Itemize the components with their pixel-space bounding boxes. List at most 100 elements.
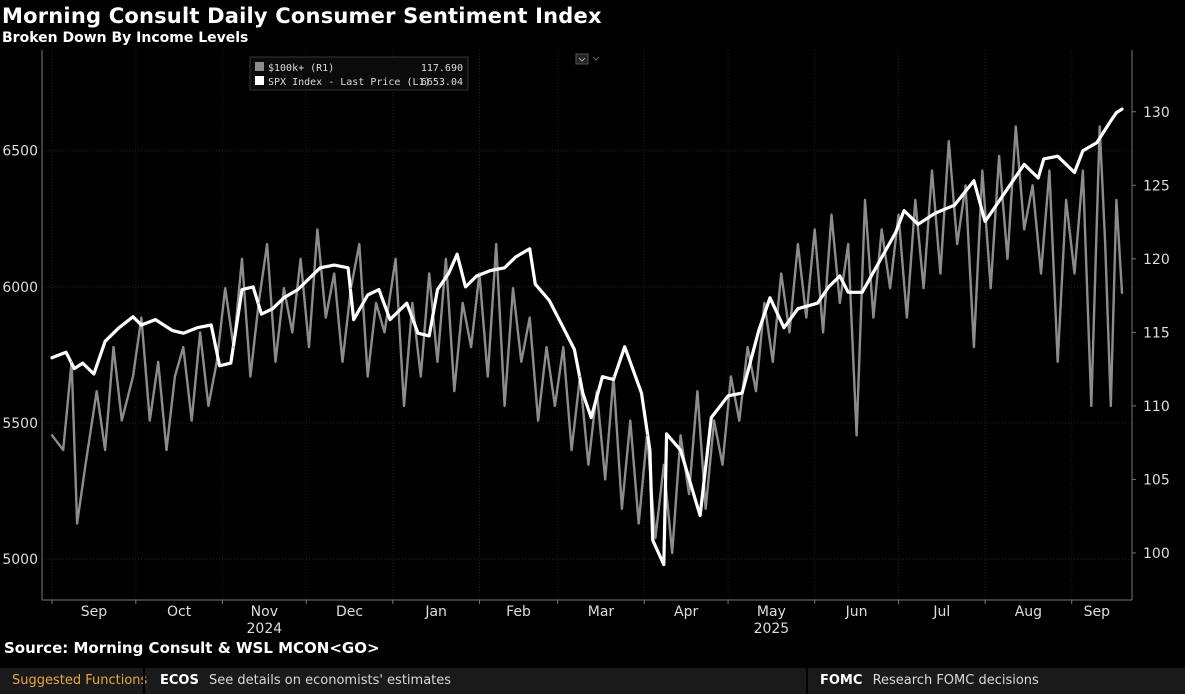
income-100k-data-point (84, 463, 87, 466)
income-100k-data-point (232, 346, 235, 348)
bottom-function-bar: Suggested Functions ECOS See details on … (0, 668, 1185, 694)
spx-data-point (953, 204, 956, 206)
spx-data-point (297, 288, 299, 291)
income-100k-data-point (411, 302, 414, 304)
spx-data-point (218, 365, 221, 367)
spx-data-point (347, 267, 349, 269)
income-100k-data-point (897, 213, 900, 216)
income-100k-data-point (822, 331, 824, 334)
spx-data-point (640, 392, 643, 394)
spx-data-point (741, 392, 743, 394)
x-month-label: Mar (588, 604, 615, 620)
income-100k-data-point (981, 169, 984, 172)
spx-data-point (1023, 163, 1025, 166)
spx-data-point (973, 179, 975, 182)
series-points (51, 108, 1123, 566)
income-100k-data-point (76, 522, 78, 525)
spx-data-point (995, 204, 998, 206)
legend-swatch-gray (255, 62, 264, 71)
spx-data-point (1073, 171, 1076, 174)
spx-data-point (612, 378, 615, 381)
x-month-label: Feb (506, 604, 531, 620)
spx-data-point (878, 261, 880, 264)
income-100k-data-point (989, 287, 992, 290)
spx-data-point (797, 307, 799, 310)
spx-data-point (230, 362, 232, 364)
y-left-tick-label: 5000 (2, 552, 38, 568)
y-right-tick-label: 115 (1143, 325, 1170, 341)
income-100k-data-point (104, 449, 106, 451)
income-100k-data-point (350, 287, 352, 290)
income-100k-data-point (839, 302, 841, 304)
income-100k-data-point (864, 199, 866, 201)
function-item-fomc[interactable]: FOMC Research FOMC decisions (820, 668, 1039, 694)
x-month-label: Aug (1015, 604, 1042, 620)
income-100k-data-point (797, 243, 799, 245)
income-100k-data-point (199, 331, 201, 334)
income-100k-data-point (973, 346, 975, 348)
suggested-functions-label[interactable]: Suggested Functions (12, 673, 148, 688)
income-100k-data-point (495, 243, 498, 245)
spx-data-point (816, 302, 819, 305)
function-code-ecos: ECOS (160, 673, 199, 688)
income-100k-data-point (964, 184, 967, 187)
spx-data-point (623, 346, 626, 348)
income-100k-data-point (587, 463, 590, 466)
spx-data-point (1037, 177, 1039, 179)
x-month-label: Apr (674, 604, 698, 620)
income-100k-data-point (579, 375, 581, 378)
income-100k-data-point (1104, 243, 1106, 245)
income-100k-data-point (1006, 258, 1009, 260)
x-month-label: Sep (1084, 604, 1111, 620)
income-100k-data-point (112, 346, 115, 348)
x-month-label: Nov (251, 604, 278, 620)
income-100k-data-point (1121, 292, 1123, 294)
plot-area (42, 50, 1132, 600)
spx-data-point (582, 392, 584, 394)
income-100k-data-point (241, 258, 243, 260)
income-100k-data-point (190, 419, 193, 422)
income-100k-data-point (939, 272, 942, 275)
income-100k-data-point (1065, 199, 1067, 201)
spx-data-point (366, 294, 369, 296)
income-100k-data-point (637, 522, 640, 525)
axes (41, 50, 1133, 601)
function-item-ecos[interactable]: ECOS See details on economists' estimate… (160, 668, 451, 694)
income-100k-data-point (1073, 272, 1076, 275)
income-100k-data-point (880, 228, 883, 231)
spx-data-point (534, 283, 537, 286)
spx-data-point (984, 220, 986, 223)
spx-data-point (464, 286, 467, 288)
income-100k-data-point (383, 331, 386, 334)
spx-data-point (727, 395, 729, 397)
income-100k-data-point (537, 419, 539, 422)
spx-data-point (104, 340, 106, 343)
legend-swatch-white (255, 76, 264, 85)
income-100k-data-point (612, 375, 615, 378)
income-100k-data-point (596, 390, 598, 393)
spx-data-point (699, 514, 701, 517)
y-right-tick-label: 105 (1143, 472, 1170, 488)
income-100k-data-point (696, 390, 699, 393)
spx-data-point (783, 326, 785, 329)
spx-data-point (81, 362, 84, 364)
chart-options-icon[interactable] (575, 53, 600, 65)
income-100k-data-point (512, 287, 514, 290)
income-100k-data-point (545, 346, 548, 348)
legend-label-white: SPX Index - Last Price (L1) (268, 77, 431, 88)
spx-data-point (475, 275, 478, 277)
income-100k-data-point (266, 243, 268, 245)
spx-data-point (333, 264, 336, 266)
spx-data-point (590, 416, 592, 419)
spx-data-point (528, 248, 531, 250)
spx-data-point (710, 416, 713, 419)
income-100k-data-point (478, 272, 481, 275)
income-100k-data-point (730, 375, 732, 378)
income-100k-data-point (1110, 405, 1112, 407)
income-100k-data-point (855, 434, 858, 437)
income-100k-data-point (663, 463, 665, 466)
line-chart: 5000 5500 6000 6500 100 105 110 115 120 125 130 Sep… (2, 50, 1170, 637)
spx-data-point (1056, 155, 1059, 157)
income-100k-data-point (755, 390, 757, 393)
income-100k-data-point (207, 405, 210, 407)
